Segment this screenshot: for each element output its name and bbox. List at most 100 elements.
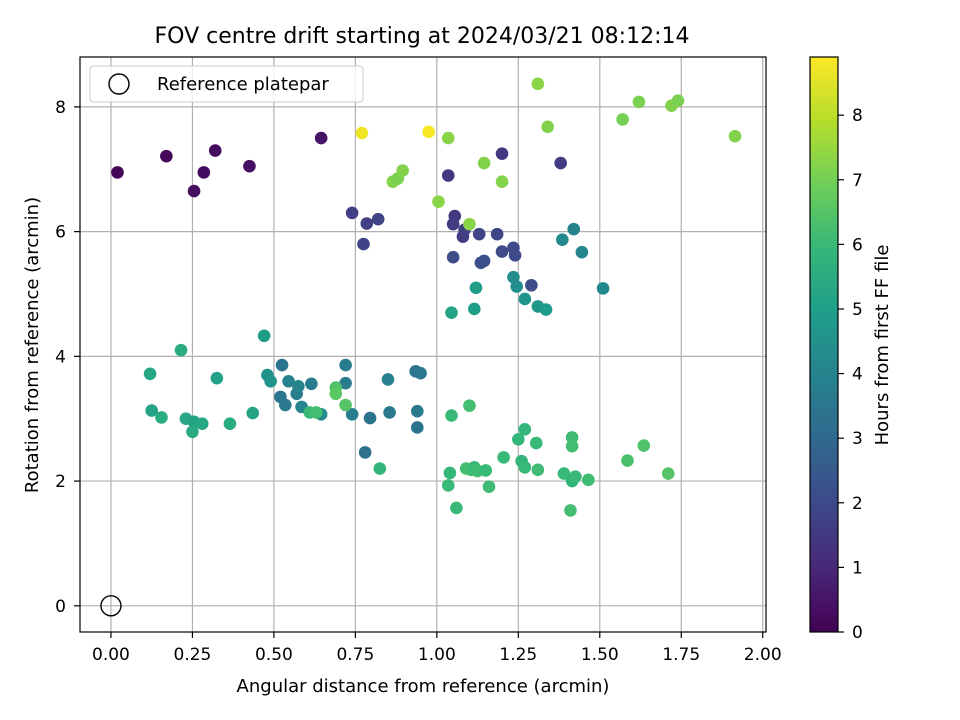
scatter-point [160, 149, 173, 163]
scatter-point [445, 306, 458, 319]
scatter-point [490, 227, 504, 241]
scatter-point [383, 406, 396, 419]
scatter-point [569, 470, 582, 484]
scatter-point [539, 303, 553, 316]
colorbar-tick-label: 3 [852, 429, 863, 449]
y-tick-label: 2 [55, 472, 66, 492]
scatter-point [432, 195, 445, 208]
reference-point-marker [100, 595, 122, 617]
colorbar: 0 1 2 3 4 5 6 7 8 Hours from first FF file [809, 56, 893, 643]
scatter-point [554, 156, 567, 170]
legend: Reference platepar [89, 65, 364, 103]
scatter-point [525, 278, 538, 292]
scatter-point [616, 113, 629, 126]
grid-lines [80, 57, 766, 632]
scatter-point [510, 280, 523, 293]
scatter-point [246, 406, 260, 420]
scatter-point [414, 366, 427, 380]
scatter-point [531, 463, 545, 477]
scatter-point [355, 126, 369, 140]
scatter-point [145, 404, 158, 417]
scatter-point [155, 411, 168, 424]
colorbar-label: Hours from first FF file [872, 245, 893, 446]
scatter-point [565, 439, 579, 453]
scatter-point [210, 371, 224, 385]
scatter-point [482, 480, 496, 493]
scatter-point [339, 376, 352, 390]
scatter-point [450, 501, 463, 515]
colorbar-tick-label: 1 [852, 558, 863, 578]
x-tick-label: 0.25 [174, 645, 212, 665]
colorbar-tick-label: 2 [852, 494, 863, 514]
scatter-point [469, 281, 483, 295]
scatter-point [282, 374, 295, 388]
x-tick-label: 2.00 [744, 645, 782, 665]
scatter-point [463, 399, 476, 412]
scatter-point [671, 94, 685, 107]
scatter-point [143, 367, 157, 381]
chart-title: FOV centre drift starting at 2024/03/21 … [155, 24, 690, 49]
scatter-point [264, 374, 277, 388]
scatter-point [292, 379, 305, 393]
scatter-point [479, 464, 493, 477]
scatter-point [495, 245, 509, 258]
scatter-point [446, 250, 460, 264]
scatter-point [441, 169, 455, 182]
scatter-point [472, 227, 486, 241]
scatter-point [309, 406, 323, 419]
scatter-point [345, 206, 359, 220]
scatter-point [381, 373, 395, 386]
y-axis-label: Rotation from reference (arcmin) [22, 197, 43, 493]
scatter-point [305, 377, 318, 391]
scatter-point [564, 504, 577, 517]
data-points [100, 77, 742, 617]
scatter-point [661, 467, 675, 480]
x-tick-label: 0.50 [255, 645, 293, 665]
scatter-point [512, 432, 525, 446]
y-tick-label: 0 [55, 597, 66, 617]
scatter-point [477, 156, 491, 170]
x-tick-label: 0.00 [92, 645, 130, 665]
scatter-point [363, 411, 377, 425]
colorbar-tick-label: 6 [852, 235, 863, 255]
scatter-point [111, 166, 124, 179]
scatter-point [208, 144, 222, 157]
colorbar-ticks: 0 1 2 3 4 5 6 7 8 [838, 106, 863, 643]
scatter-point [529, 436, 543, 450]
scatter-point [463, 217, 476, 231]
scatter-point [468, 302, 481, 316]
colorbar-gradient [809, 56, 839, 633]
legend-label-reference: Reference platepar [157, 74, 329, 95]
scatter-point [582, 473, 595, 487]
scatter-point [541, 120, 554, 134]
scatter-point [396, 164, 409, 177]
scatter-point [575, 245, 589, 259]
scatter-point [373, 462, 387, 475]
scatter-point [329, 387, 343, 401]
scatter-point [360, 217, 374, 230]
scatter-point [422, 125, 436, 139]
scatter-point [556, 233, 569, 247]
scatter-point [567, 222, 581, 236]
scatter-point [314, 131, 328, 145]
scatter-point [358, 446, 372, 459]
colorbar-tick-label: 7 [852, 171, 863, 191]
legend-box [89, 65, 364, 103]
scatter-point [257, 329, 271, 343]
scatter-point [441, 479, 455, 492]
scatter-point [621, 454, 634, 467]
colorbar-tick-label: 0 [852, 623, 863, 643]
scatter-point [275, 358, 289, 372]
scatter-point [357, 237, 370, 251]
scatter-point [410, 421, 424, 434]
y-tick-label: 8 [55, 98, 66, 118]
x-axis-label: Angular distance from reference (arcmin) [237, 676, 610, 697]
scatter-point [565, 431, 579, 444]
scatter-point [195, 417, 209, 431]
x-tick-label: 1.00 [418, 645, 456, 665]
scatter-point [518, 423, 532, 436]
colorbar-tick-label: 8 [852, 106, 863, 126]
scatter-point [186, 425, 199, 439]
